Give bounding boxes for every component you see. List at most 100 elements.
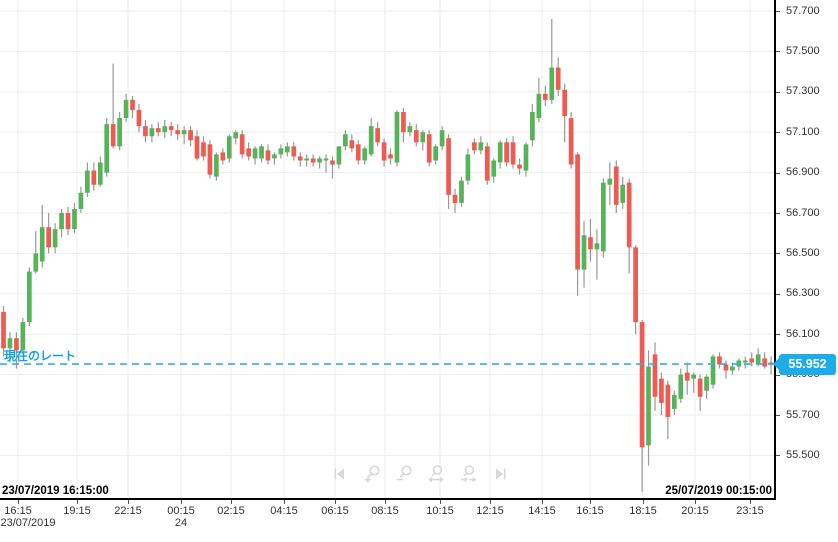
price-axis[interactable]: 55.952 57.700 57.500 57.300 57.100 56.900 56.… [773, 0, 838, 500]
x-axis-label: 20:15 [681, 505, 709, 517]
y-axis-label: 57.500 [786, 44, 820, 57]
x-axis-label: 19:15 [63, 505, 91, 517]
chart-end-datetime: 25/07/2019 00:15:00 [665, 485, 772, 497]
candle-body [426, 134, 432, 163]
candle-body [646, 366, 651, 446]
candle-body [671, 394, 677, 409]
y-axis-tick [776, 91, 780, 93]
x-axis-tick [750, 500, 751, 504]
candle-body [465, 154, 471, 181]
candle-body [97, 162, 103, 185]
zoom-extents-icon [461, 465, 476, 482]
candle-wick [770, 356, 772, 375]
candle-body [484, 146, 490, 181]
candle-body [717, 356, 722, 365]
pan-right-button[interactable] [489, 463, 511, 485]
candle-body [272, 154, 277, 159]
y-axis-tick [776, 415, 780, 416]
y-axis-tick [776, 253, 780, 255]
candle-body [633, 247, 638, 323]
candle-body [252, 148, 258, 159]
candle-body [401, 112, 406, 133]
current-rate-label: 現在のレート [4, 349, 77, 364]
candle-body [175, 130, 181, 135]
x-axis-label: 10:15 [426, 505, 454, 517]
x-axis-tick [284, 500, 285, 504]
candle-wick [551, 19, 553, 104]
x-axis-label: 16:15 [4, 505, 32, 517]
zoom-out-button[interactable] [393, 463, 415, 485]
candle-body [72, 208, 77, 230]
y-axis-label: 56.300 [786, 287, 820, 300]
candle-body [26, 271, 32, 323]
candle-body [517, 164, 522, 169]
candle-body [265, 150, 271, 161]
candle-body [362, 148, 368, 161]
candle-wick [693, 372, 695, 393]
candle-body [504, 142, 509, 163]
candle-body [136, 109, 142, 127]
candle-wick [112, 63, 114, 149]
candle-body [523, 144, 529, 171]
x-axis-tick [542, 500, 543, 504]
zoom-horizontal-button[interactable] [425, 463, 447, 485]
candle-body [452, 194, 458, 203]
candle-body [297, 156, 303, 161]
candle-body [330, 160, 335, 165]
y-axis-label: 55.500 [786, 448, 820, 461]
y-axis-label: 55.700 [786, 408, 820, 421]
candle-body [549, 67, 555, 100]
candle-body [46, 227, 52, 248]
candle-body [697, 378, 703, 397]
x-axis-sub-label: 23/07/2019 [0, 517, 56, 529]
x-axis-label: 06:15 [321, 505, 349, 517]
candle-body [446, 138, 451, 195]
candle-body [607, 178, 613, 185]
candle-body [691, 374, 697, 379]
candle-body [459, 180, 464, 203]
candle-body [659, 378, 664, 403]
pan-left-button[interactable] [329, 463, 351, 485]
zoom-in-button[interactable] [361, 463, 383, 485]
candle-body [491, 160, 497, 177]
candle-body [233, 132, 239, 139]
candle-body [278, 148, 284, 155]
x-axis-tick [18, 500, 19, 504]
y-axis-label: 56.900 [786, 166, 820, 179]
x-axis-tick [440, 500, 441, 504]
candle-body [420, 132, 426, 143]
candle-body [104, 124, 110, 173]
chart-canvas[interactable] [0, 0, 774, 498]
candle-body [497, 142, 503, 163]
candle-body [181, 130, 187, 135]
candle-body [130, 99, 135, 110]
x-axis-tick [181, 500, 182, 504]
y-axis-tick [776, 132, 780, 134]
candle-body [194, 136, 200, 159]
chart-toolbar [329, 461, 511, 487]
x-axis-label: 14:15 [528, 505, 556, 517]
candle-body [588, 237, 593, 250]
y-axis-tick [776, 334, 780, 336]
candle-body [755, 354, 761, 364]
candle-body [246, 148, 251, 157]
candle-body [762, 358, 767, 367]
y-axis-tick [776, 293, 780, 295]
x-axis-label: 22:15 [114, 505, 142, 517]
candle-body [555, 67, 561, 90]
time-axis[interactable]: 16:15 23/07/2019 19:15 22:15 00:15 24 02:15 04:… [0, 500, 838, 542]
zoom-extents-button[interactable] [457, 463, 479, 485]
candle-body [85, 170, 90, 193]
candle-body [310, 158, 316, 163]
x-axis-label: 16:15 [576, 505, 604, 517]
candle-body [510, 142, 516, 165]
candle-wick [331, 156, 334, 179]
candle-body [639, 322, 645, 448]
x-axis-tick [490, 500, 491, 504]
y-axis-tick [776, 455, 780, 457]
candle-body [542, 93, 548, 100]
pan-left-icon [334, 468, 344, 480]
candlestick-chart[interactable]: 現在のレート 23/07/2019 16:15:00 25/07/2019 00… [0, 0, 776, 500]
candle-body [284, 146, 290, 153]
candle-body [149, 128, 155, 137]
